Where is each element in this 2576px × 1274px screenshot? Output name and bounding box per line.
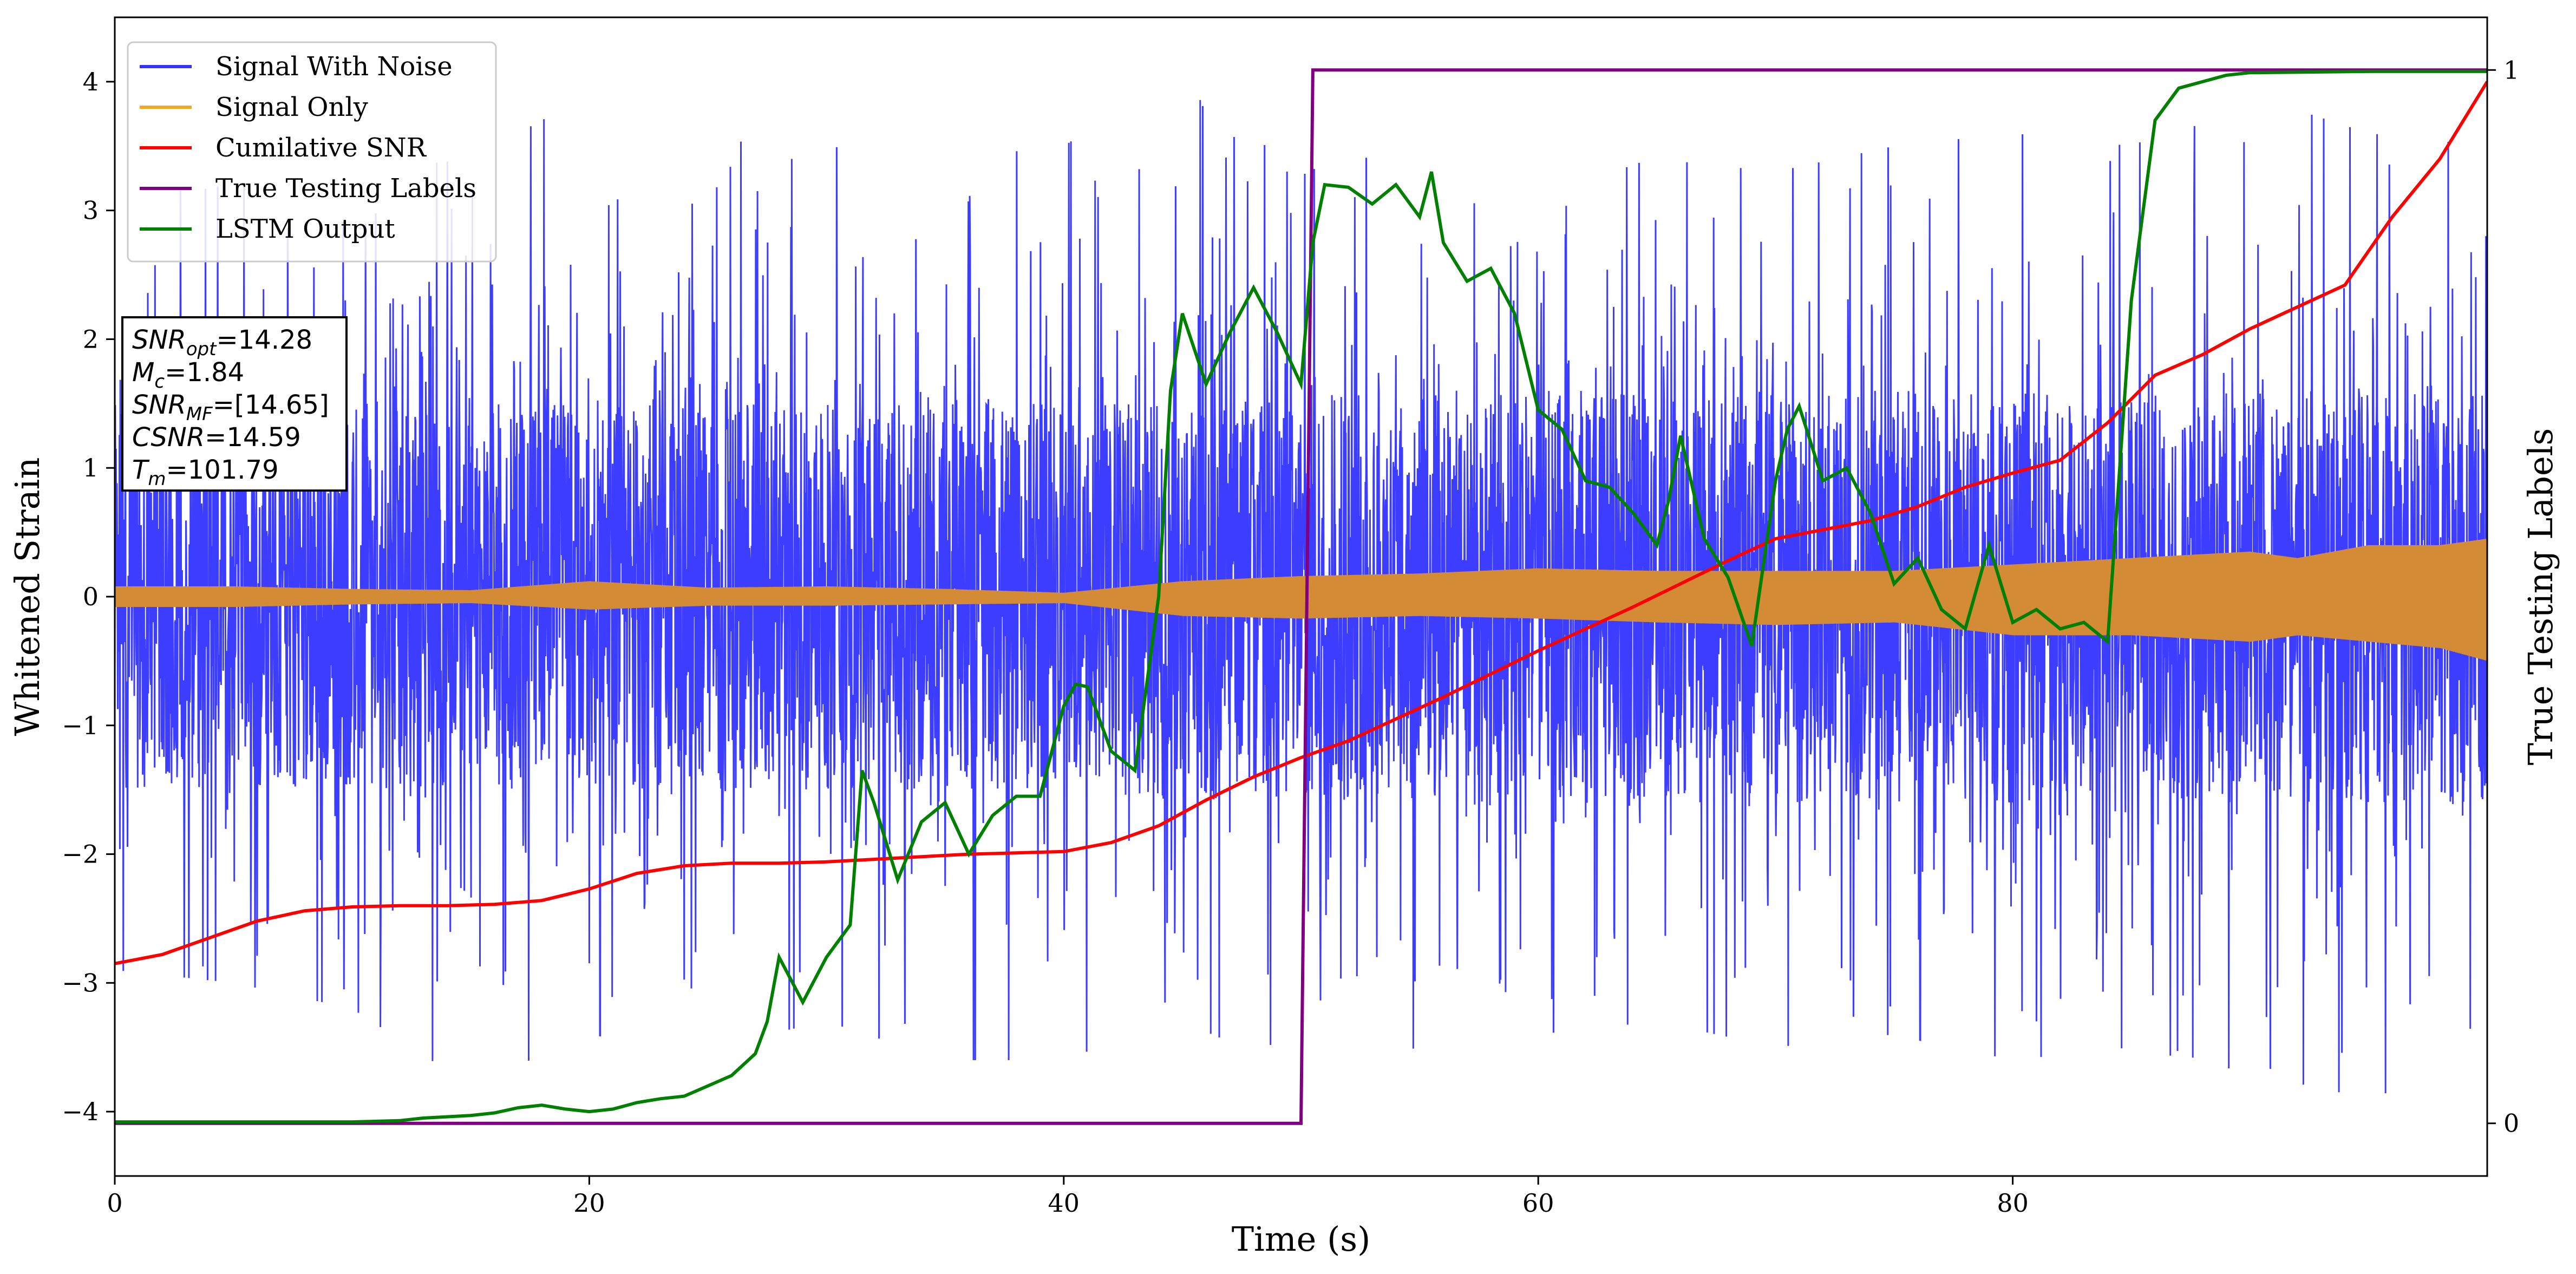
legend-label: Signal With Noise: [215, 51, 453, 82]
annotation-line-mc: Mc=1.84: [132, 357, 244, 393]
annotation-frame: [121, 316, 348, 492]
y-tick-label: 2: [83, 324, 99, 354]
y-right-tick-label: 1: [2503, 55, 2519, 84]
y-axis-left: −4 −3 −2 −1 0 1 2 3 4: [62, 67, 115, 1126]
annotation-line-snr_opt: SNRopt=14.28: [132, 325, 312, 360]
x-axis-label: Time (s): [1232, 1219, 1371, 1259]
x-tick-label: 60: [1522, 1188, 1554, 1218]
x-tick-label: 0: [107, 1188, 122, 1218]
series-layer: [115, 68, 2487, 1125]
annotation-line-csnr: CSNR=14.59: [132, 422, 301, 453]
y-tick-label: −2: [62, 840, 99, 869]
legend-label: True Testing Labels: [215, 173, 476, 204]
x-axis: 0 20 40 60 80: [107, 1176, 2029, 1218]
y-tick-label: 3: [83, 196, 99, 225]
y-axis-right-label: True Testing Labels: [2521, 428, 2560, 766]
y-axis-label: Whitened Strain: [8, 458, 47, 736]
y-tick-label: 0: [83, 582, 99, 611]
legend-label: Signal Only: [215, 92, 368, 122]
legend-label: LSTM Output: [215, 214, 395, 244]
y-tick-label: −4: [62, 1097, 99, 1126]
y-tick-label: −1: [62, 711, 99, 740]
annotation-box: SNRopt=14.28Mc=1.84SNRMF=[14.65]CSNR=14.…: [121, 316, 348, 492]
y-axis-right: 01: [2487, 55, 2519, 1138]
series-cumilative-snr: [115, 81, 2487, 965]
annotation-line-snr_mf: SNRMF=[14.65]: [132, 390, 329, 425]
series-true-testing-labels: [115, 68, 2487, 1125]
legend: Signal With Noise Signal Only Cumilative S…: [127, 41, 497, 263]
y-tick-label: 4: [83, 67, 99, 96]
x-tick-label: 80: [1997, 1188, 2029, 1218]
y-tick-label: 1: [83, 453, 99, 482]
series-signal-only: [115, 538, 2487, 661]
annotation-line-tm: Tm=101.79: [132, 455, 279, 490]
x-tick-label: 40: [1048, 1188, 1080, 1218]
series-lstm-output: [115, 69, 2487, 1124]
legend-label: Cumilative SNR: [215, 133, 427, 163]
x-tick-label: 20: [573, 1188, 605, 1218]
y-tick-label: −3: [62, 968, 99, 997]
legend-frame: [127, 41, 497, 263]
y-right-tick-label: 0: [2503, 1109, 2519, 1138]
